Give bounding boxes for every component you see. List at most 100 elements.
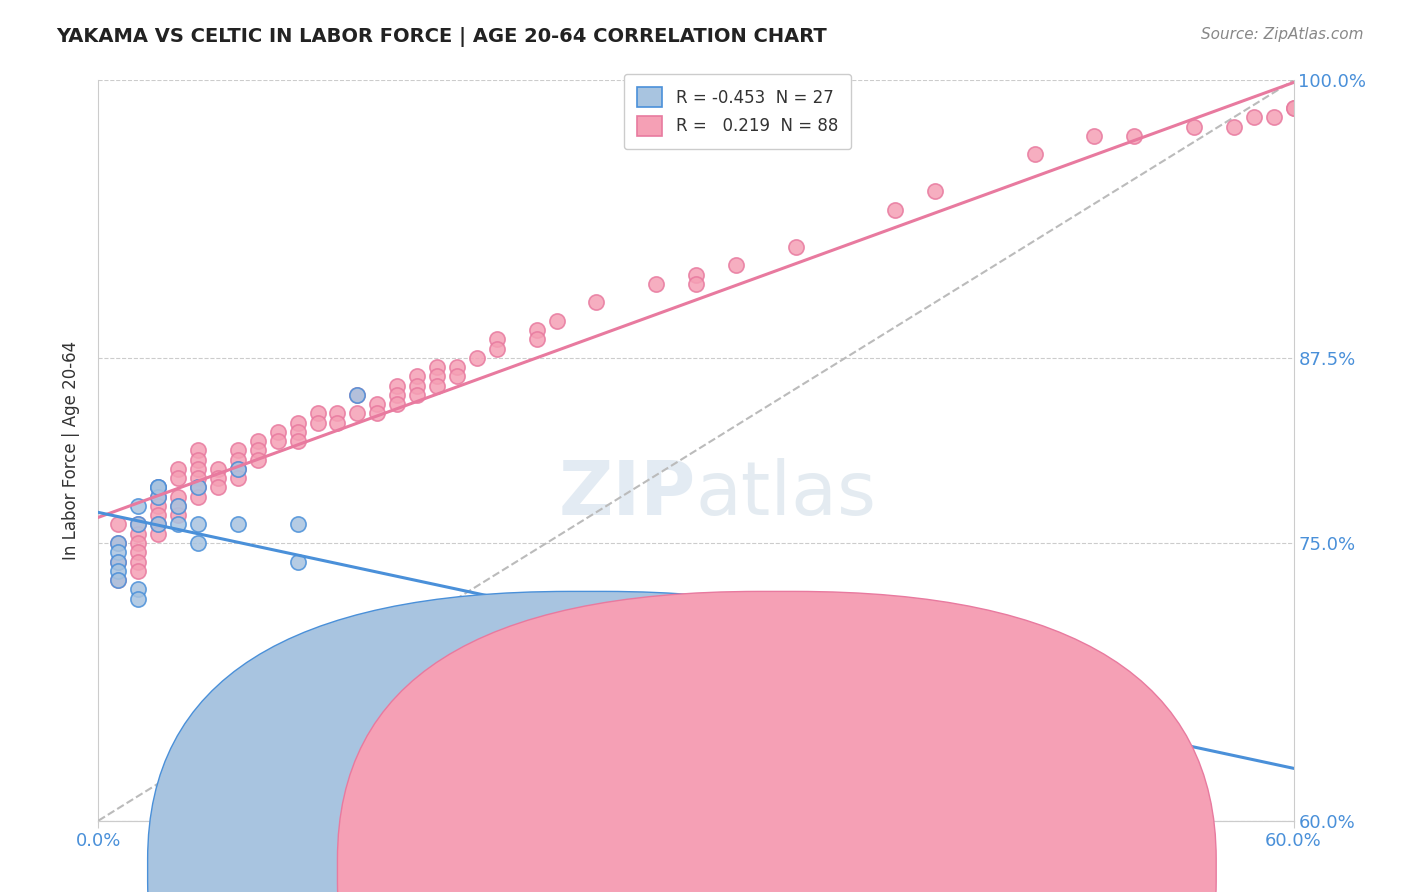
Point: [207, 462, 229, 476]
Point: [1302, 92, 1324, 106]
Point: [884, 202, 907, 217]
Point: [446, 369, 468, 384]
Point: [326, 407, 349, 421]
Point: [148, 480, 170, 494]
Point: [884, 647, 907, 661]
Point: [585, 295, 607, 310]
Point: [446, 360, 468, 375]
Point: [226, 517, 249, 532]
Point: [167, 499, 190, 513]
Point: [148, 490, 170, 504]
Point: [924, 185, 946, 199]
Point: [167, 517, 190, 532]
Point: [107, 555, 129, 569]
Point: [148, 480, 170, 494]
Point: [148, 490, 170, 504]
Point: [148, 480, 170, 494]
Point: [148, 517, 170, 532]
Point: [485, 342, 508, 356]
Point: [1282, 101, 1305, 115]
Point: [107, 517, 129, 532]
Point: [426, 378, 449, 392]
Point: [187, 471, 209, 485]
Point: [685, 277, 707, 291]
Point: [685, 268, 707, 282]
Point: [148, 508, 170, 523]
Point: [127, 555, 149, 569]
Text: ZIP: ZIP: [558, 458, 696, 532]
Point: [426, 647, 449, 661]
Point: [267, 434, 290, 449]
Point: [187, 462, 209, 476]
Point: [366, 407, 388, 421]
Point: [326, 416, 349, 430]
Point: [526, 332, 548, 346]
Point: [287, 425, 309, 439]
Point: [287, 555, 309, 569]
Point: [187, 517, 209, 532]
Point: [226, 462, 249, 476]
Point: [187, 452, 209, 467]
Point: [1024, 147, 1046, 161]
Text: Source: ZipAtlas.com: Source: ZipAtlas.com: [1201, 27, 1364, 42]
Point: [167, 471, 190, 485]
Point: [127, 582, 149, 597]
Point: [148, 499, 170, 513]
Point: [406, 369, 429, 384]
Point: [187, 443, 209, 458]
Point: [107, 564, 129, 578]
Point: [1182, 120, 1205, 134]
Point: [346, 388, 368, 402]
Point: [107, 536, 129, 550]
Text: atlas: atlas: [696, 458, 877, 532]
Text: Celtics: Celtics: [808, 852, 863, 870]
Point: [107, 536, 129, 550]
Point: [1063, 748, 1085, 763]
Point: [107, 545, 129, 559]
Point: [226, 462, 249, 476]
Point: [1123, 128, 1146, 143]
Point: [346, 388, 368, 402]
Point: [1024, 739, 1046, 754]
Point: [1243, 111, 1265, 125]
Point: [1322, 92, 1344, 106]
Point: [107, 573, 129, 587]
Point: [366, 397, 388, 411]
Point: [1343, 82, 1365, 96]
Point: [287, 434, 309, 449]
Point: [226, 471, 249, 485]
Point: [246, 443, 269, 458]
Point: [127, 564, 149, 578]
Point: [107, 573, 129, 587]
Point: [426, 360, 449, 375]
Point: [127, 536, 149, 550]
Point: [127, 517, 149, 532]
Point: [267, 425, 290, 439]
Point: [246, 434, 269, 449]
Point: [526, 323, 548, 337]
Point: [148, 517, 170, 532]
Point: [127, 526, 149, 541]
Point: [307, 407, 329, 421]
Text: YAKAMA VS CELTIC IN LABOR FORCE | AGE 20-64 CORRELATION CHART: YAKAMA VS CELTIC IN LABOR FORCE | AGE 20…: [56, 27, 827, 46]
Point: [287, 416, 309, 430]
Point: [406, 378, 429, 392]
Point: [207, 480, 229, 494]
Text: Yakama: Yakama: [626, 852, 690, 870]
Point: [127, 517, 149, 532]
Point: [1263, 111, 1285, 125]
Point: [167, 508, 190, 523]
Point: [287, 517, 309, 532]
Point: [385, 397, 409, 411]
Point: [1282, 101, 1305, 115]
Point: [385, 388, 409, 402]
Point: [546, 314, 568, 328]
Legend: R = -0.453  N = 27, R =   0.219  N = 88: R = -0.453 N = 27, R = 0.219 N = 88: [624, 74, 852, 150]
Point: [307, 416, 329, 430]
Point: [107, 555, 129, 569]
Y-axis label: In Labor Force | Age 20-64: In Labor Force | Age 20-64: [62, 341, 80, 560]
Point: [207, 471, 229, 485]
Point: [485, 332, 508, 346]
Point: [226, 452, 249, 467]
Point: [1382, 82, 1405, 96]
